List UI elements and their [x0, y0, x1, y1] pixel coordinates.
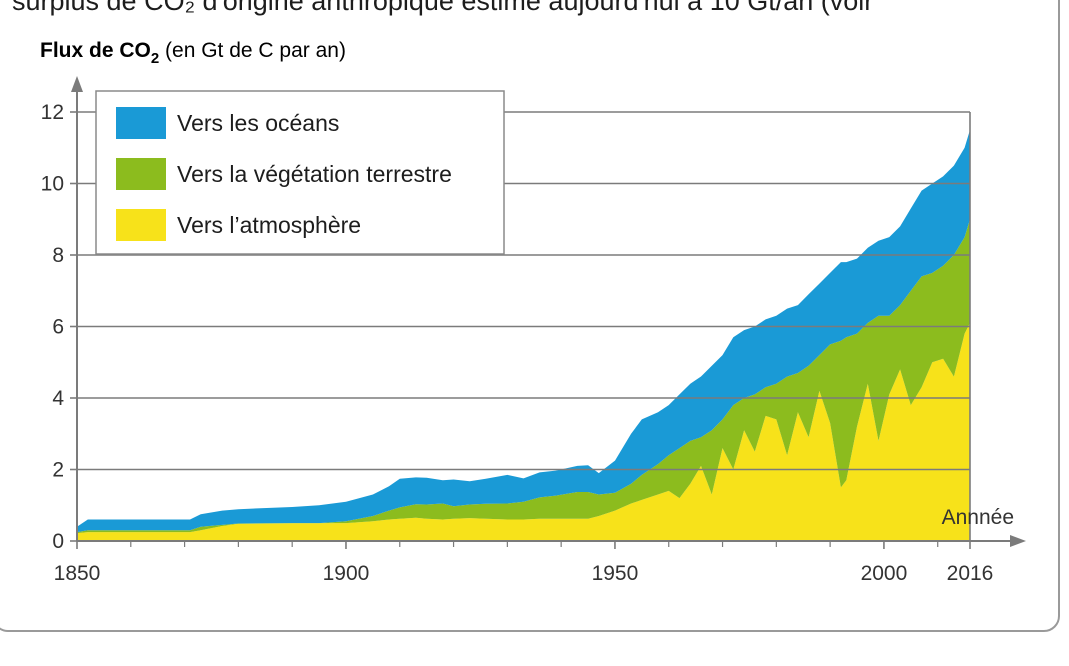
- x-tick-label: 1850: [54, 562, 101, 585]
- legend-swatch: [116, 158, 166, 190]
- y-tick-label: 0: [52, 530, 64, 553]
- tick-labels: 0 2 4 6 8 10 12 1850 1900 1950 2000 2016: [41, 101, 994, 585]
- series-area-0: [77, 322, 970, 541]
- x-tick-label: 1900: [323, 562, 370, 585]
- legend-swatch: [116, 209, 166, 241]
- y-tick-label: 12: [41, 101, 64, 124]
- legend-label: Vers les océans: [177, 110, 339, 136]
- x-axis-arrow-icon: [1010, 535, 1026, 547]
- y-tick-label: 8: [52, 244, 64, 267]
- legend-label: Vers la végétation terrestre: [177, 161, 452, 187]
- series-area-1: [77, 219, 970, 534]
- stacked-areas: [77, 129, 970, 541]
- legend: Vers les océans Vers la végétation terres…: [95, 90, 505, 255]
- grid-lines: [77, 111, 971, 541]
- y-tick-label: 6: [52, 316, 64, 339]
- y-axis-label: Flux de CO2 (en Gt de C par an): [40, 39, 346, 67]
- y-tick-label: 10: [41, 173, 64, 196]
- x-tick-label: 2000: [861, 562, 908, 585]
- caption-fragment: surplus de CO₂ d'origine anthropique est…: [12, 0, 874, 16]
- legend-label: Vers l’atmosphère: [177, 212, 361, 238]
- x-tick-label: 1950: [592, 562, 639, 585]
- x-tick-label: 2016: [947, 562, 994, 585]
- y-axis-arrow-icon: [71, 76, 83, 92]
- x-axis-label: Annnée: [942, 506, 1014, 529]
- legend-swatch: [116, 107, 166, 139]
- axes: [71, 76, 1026, 547]
- y-tick-label: 4: [52, 387, 64, 410]
- series-area-2: [77, 129, 970, 533]
- y-tick-label: 2: [52, 459, 64, 482]
